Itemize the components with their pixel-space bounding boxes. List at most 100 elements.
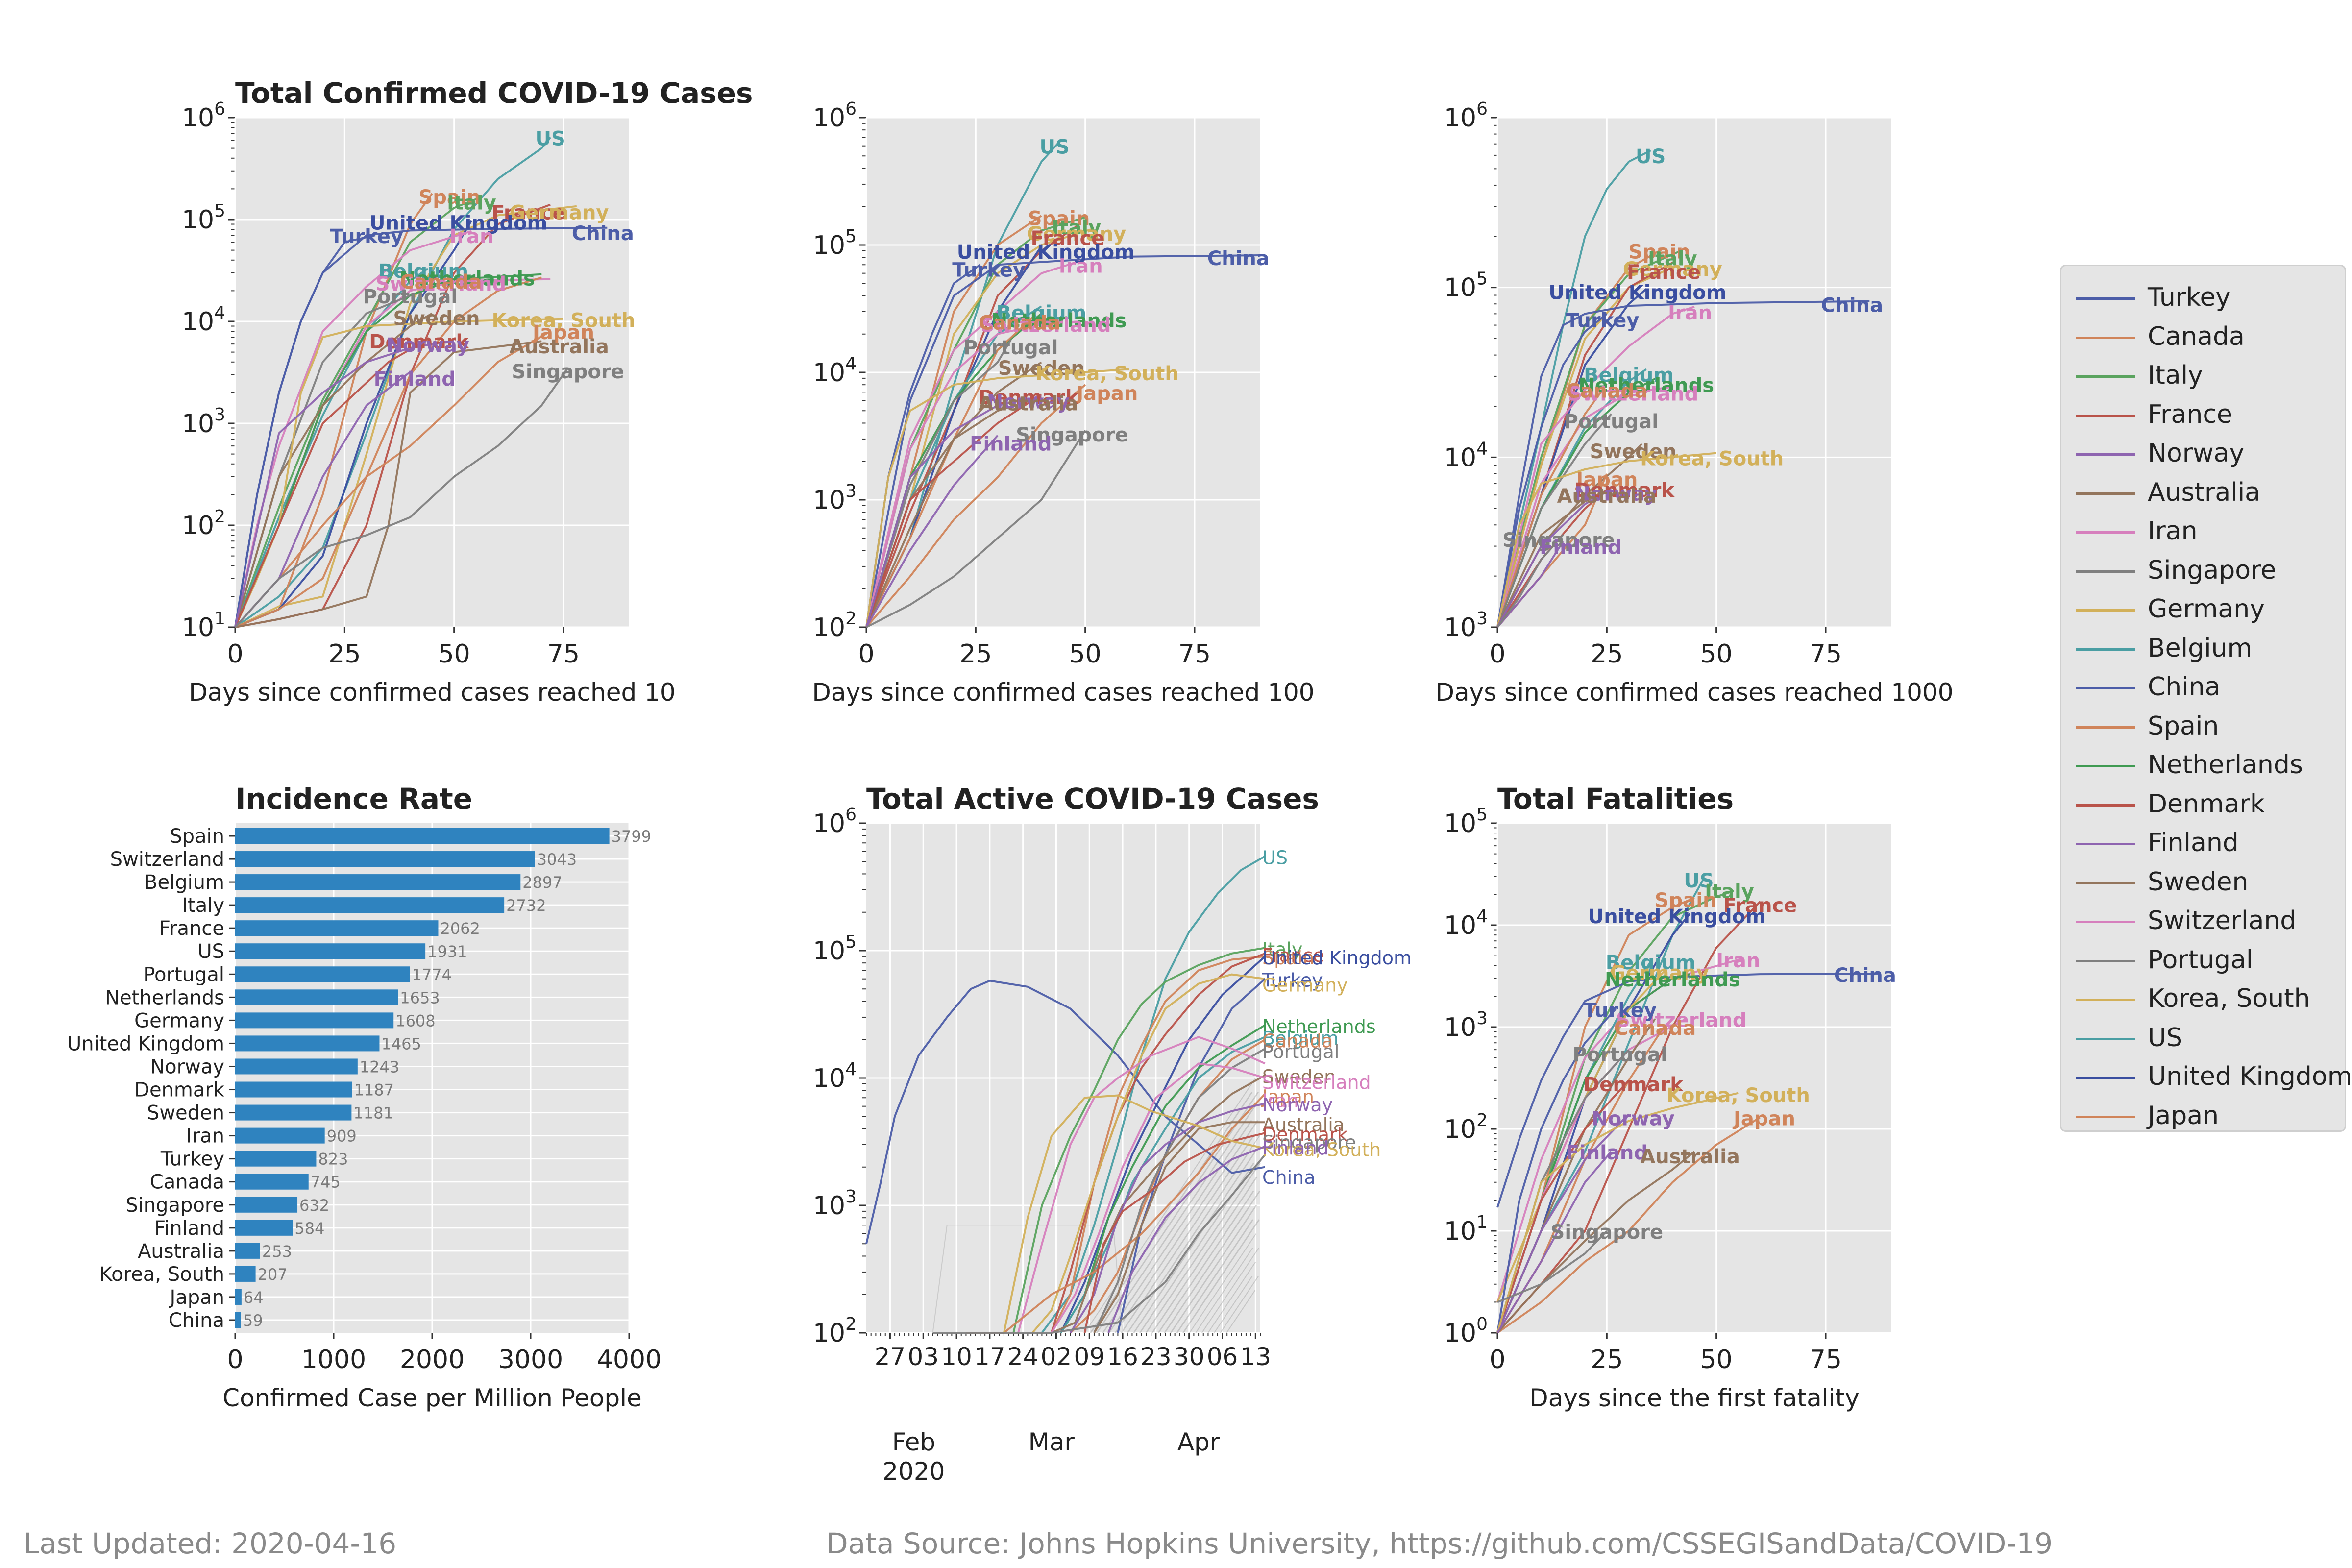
y-tick-label: 105 xyxy=(1444,805,1488,838)
series-label-singapore: Singapore xyxy=(1502,529,1615,552)
panel-confirmed1000: 103 104 105 106 0 25 50 75 US SpainItalyGermanyFr… xyxy=(1435,99,1953,707)
series-label-spain: Spain xyxy=(1028,207,1090,230)
bar-category-label: US xyxy=(197,940,224,963)
x-tick-label: 25 xyxy=(1591,1345,1623,1374)
series-label-italy: Italy xyxy=(447,192,496,214)
series-line-norway xyxy=(234,339,455,628)
series-line-singapore xyxy=(866,430,1086,628)
y-tick-label: 104 xyxy=(813,354,857,388)
series-label-sweden: Sweden xyxy=(998,357,1085,380)
bar-category-label: United Kingdom xyxy=(67,1032,224,1055)
series-line-switzerland xyxy=(1051,1062,1266,1334)
series-label-turkey: Turkey xyxy=(330,225,403,248)
series-label-china: China xyxy=(1821,294,1883,317)
x-tick-label: 50 xyxy=(1700,639,1733,669)
series-line-portugal xyxy=(865,339,1012,628)
series-line-italy xyxy=(1496,249,1682,628)
other-country-line xyxy=(1170,1205,1257,1333)
legend-item-canada: Canada xyxy=(2061,318,2345,357)
series-label-norway: Norway xyxy=(1262,1094,1333,1116)
y-tick-label: 102 xyxy=(182,507,225,540)
legend-swatch xyxy=(2076,726,2135,729)
other-country-line xyxy=(1108,1120,1252,1333)
series-line-australia xyxy=(1496,489,1608,628)
series-line-singapore xyxy=(1496,534,1564,628)
bar-value-label: 1774 xyxy=(412,965,452,984)
x-tick-label: 27 xyxy=(875,1343,906,1371)
bar-value-label: 1465 xyxy=(381,1034,421,1053)
y-tick-label: 105 xyxy=(813,226,857,260)
series-label-australia: Australia xyxy=(979,393,1078,416)
series-line-japan xyxy=(1496,1116,1761,1334)
series-label-finland: Finland xyxy=(374,368,456,391)
other-country-line xyxy=(1201,1248,1259,1333)
last-updated: Last Updated: 2020-04-16 xyxy=(24,1527,397,1560)
other-country-line xyxy=(1182,1219,1259,1333)
bar-value-label: 207 xyxy=(258,1265,288,1284)
bar-category-label: Switzerland xyxy=(110,848,224,871)
x-tick-label: 30 xyxy=(1174,1343,1205,1371)
series-label-canada: Canada xyxy=(1262,1030,1333,1052)
bar-category-label: Netherlands xyxy=(105,986,224,1009)
series-line-japan xyxy=(234,330,551,628)
bar-category-label: Japan xyxy=(168,1286,224,1309)
x-tick-label: 03 xyxy=(907,1343,939,1371)
legend-item-netherlands: Netherlands xyxy=(2061,746,2345,785)
series-label-turkey: Turkey xyxy=(1583,999,1657,1022)
bar-category-label: Iran xyxy=(186,1125,224,1148)
series-line-finland xyxy=(1496,1151,1612,1334)
series-label-japan: Japan xyxy=(1574,469,1638,491)
legend-swatch xyxy=(2076,492,2135,495)
series-label-switzerland: Switzerland xyxy=(1262,1072,1371,1093)
y-tick-label: 103 xyxy=(182,405,225,439)
bar-value-label: 745 xyxy=(311,1173,341,1192)
legend-label: Switzerland xyxy=(2148,906,2297,935)
y-tick-label: 106 xyxy=(813,805,857,838)
series-label-netherlands: Netherlands xyxy=(1262,1016,1376,1037)
bar-norway xyxy=(235,1058,358,1075)
x-tick-label: 1000 xyxy=(301,1345,366,1374)
x-tick-label: 75 xyxy=(1178,639,1211,669)
x-tick-label: 23 xyxy=(1140,1343,1172,1371)
series-label-korea-south: Korea, South xyxy=(1666,1084,1810,1107)
x-axis-label: Days since confirmed cases reached 1000 xyxy=(1435,678,1953,707)
bar-germany xyxy=(235,1012,394,1029)
y-tick-label: 103 xyxy=(813,481,857,515)
bar-denmark xyxy=(235,1081,352,1098)
panel-confirmed10: 101 102 103 104 105 106 0 25 50 75 US SpainItalyFra… xyxy=(182,76,753,707)
series-label-denmark: Denmark xyxy=(1574,479,1675,502)
chart-title: Incidence Rate xyxy=(235,782,472,815)
bar-iran xyxy=(235,1127,325,1144)
series-line-italy xyxy=(1012,947,1266,1333)
other-country-line xyxy=(1102,1106,1255,1333)
series-line-australia xyxy=(1093,1121,1265,1334)
y-tick-label: 104 xyxy=(813,1059,857,1093)
other-country-line xyxy=(1164,1191,1260,1333)
legend-item-japan: Japan xyxy=(2061,1097,2345,1136)
legend-label: Spain xyxy=(2148,711,2219,741)
bar-belgium xyxy=(235,874,521,890)
series-label-portugal: Portugal xyxy=(1564,411,1659,433)
series-line-japan xyxy=(966,1093,1266,1334)
series-label-korea-south: Korea, South xyxy=(1262,1139,1381,1161)
series-line-norway xyxy=(1496,488,1612,628)
bar-category-label: Belgium xyxy=(144,871,224,894)
legend-label: Japan xyxy=(2148,1101,2219,1130)
series-line-sweden xyxy=(1051,1074,1266,1334)
x-tick-label: 50 xyxy=(1700,1345,1733,1374)
series-label-italy: Italy xyxy=(1648,248,1697,270)
panel-active: 102 103 104 105 106 27 03 10 17 24 02 09 16 23 30 06 13 F… xyxy=(813,782,1412,1486)
bar-category-label: Canada xyxy=(150,1171,224,1194)
data-source: Data Source: Johns Hopkins University, h… xyxy=(826,1527,2053,1560)
series-label-norway: Norway xyxy=(1574,483,1657,505)
series-label-korea-south: Korea, South xyxy=(1640,447,1784,470)
series-label-sweden: Sweden xyxy=(1590,441,1676,463)
series-line-turkey xyxy=(1117,978,1266,1333)
legend-item-united-kingdom: United Kingdom xyxy=(2061,1058,2352,1097)
x-major-label: Feb xyxy=(892,1428,936,1456)
series-line-china xyxy=(1496,973,1879,1208)
series-label-turkey: Turkey xyxy=(952,259,1026,282)
y-tick-label: 103 xyxy=(1444,1008,1488,1042)
bar-canada xyxy=(235,1174,309,1190)
series-label-iran: Iran xyxy=(449,225,493,248)
